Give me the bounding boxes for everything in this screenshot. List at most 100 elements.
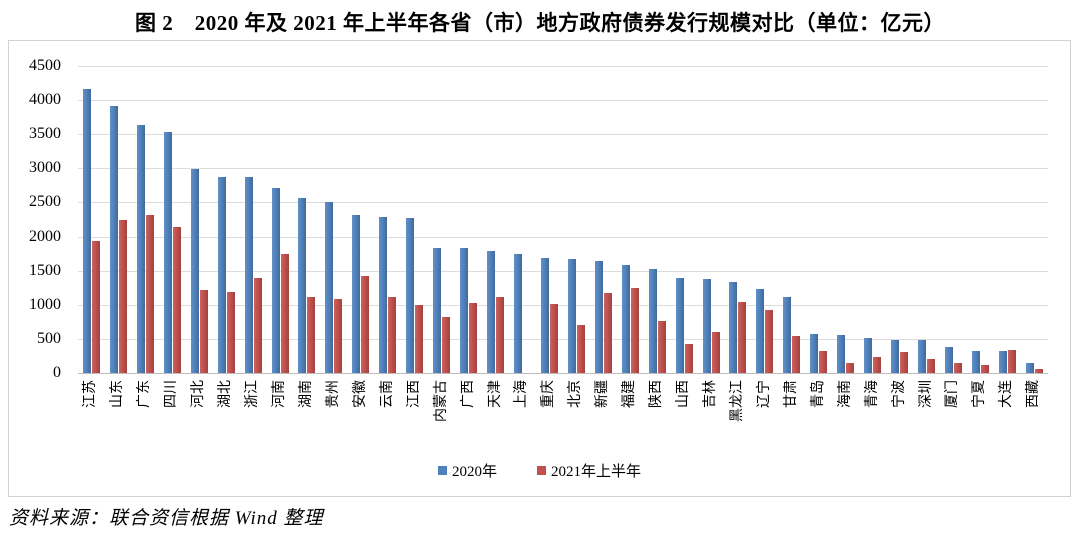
bar-2020 <box>244 177 253 373</box>
legend-item-2020: 2020年 <box>437 460 497 481</box>
bar-2020 <box>487 250 496 373</box>
gridline <box>78 338 1048 340</box>
category-group <box>832 66 859 373</box>
bar-2020 <box>190 169 199 373</box>
bar-2020 <box>675 277 684 373</box>
x-axis-label-cell: 广西 <box>455 377 482 461</box>
x-axis-label-cell: 山西 <box>671 377 698 461</box>
x-axis: 江苏 山东 广东 四川 河北 湖北 浙江 河南 湖南 贵州 安徽 云南 江西 内蒙古 广西 天津 上海 重庆 北京新… <box>78 377 1048 461</box>
bar-2021-h1 <box>792 335 801 373</box>
x-axis-label-cell: 西藏 <box>1021 377 1048 461</box>
category-group <box>105 66 132 373</box>
x-axis-label-cell: 北京 <box>563 377 590 461</box>
bar-2021-h1 <box>118 219 127 373</box>
bar-2021-h1 <box>927 359 936 373</box>
category-group <box>590 66 617 373</box>
x-axis-label-cell: 甘肃 <box>778 377 805 461</box>
bar-2020 <box>837 334 846 373</box>
bar-2021-h1 <box>334 298 343 373</box>
category-group <box>778 66 805 373</box>
category-group <box>159 66 186 373</box>
x-axis-label-cell: 宁波 <box>886 377 913 461</box>
bar-2021-h1 <box>576 325 585 373</box>
x-axis-label: 天津 <box>487 380 503 408</box>
bar-2020 <box>998 351 1007 373</box>
legend-item-2021-h1: 2021年上半年 <box>537 460 641 481</box>
x-axis-label: 深圳 <box>918 380 934 408</box>
x-axis-label: 新疆 <box>595 380 611 408</box>
bar-2020 <box>864 337 873 373</box>
x-axis-label-cell: 安徽 <box>347 377 374 461</box>
x-axis-label: 云南 <box>379 380 395 408</box>
category-group <box>509 66 536 373</box>
category-group <box>132 66 159 373</box>
x-axis-label: 西藏 <box>1026 380 1042 408</box>
gridline <box>78 304 1048 306</box>
category-group <box>940 66 967 373</box>
gridline <box>78 168 1048 170</box>
x-axis-label: 海南 <box>837 380 853 408</box>
x-axis-label-cell: 厦门 <box>940 377 967 461</box>
category-group <box>698 66 725 373</box>
y-axis-tick-label: 3000 <box>29 159 61 177</box>
category-group <box>482 66 509 373</box>
bar-2021-h1 <box>388 296 397 373</box>
bar-2020 <box>109 105 118 373</box>
x-axis-label: 甘肃 <box>783 380 799 408</box>
category-group <box>1021 66 1048 373</box>
bar-2021-h1 <box>603 292 612 373</box>
category-group <box>320 66 347 373</box>
x-axis-label-cell: 大连 <box>994 377 1021 461</box>
bar-2020 <box>460 248 469 373</box>
x-axis-label-cell: 山东 <box>105 377 132 461</box>
x-axis-label-cell: 黑龙江 <box>725 377 752 461</box>
bar-2021-h1 <box>361 276 370 373</box>
bar-2020 <box>702 278 711 373</box>
bar-2021-h1 <box>496 296 505 373</box>
bar-2021-h1 <box>226 291 235 373</box>
x-axis-label: 北京 <box>568 380 584 408</box>
x-axis-label: 宁波 <box>891 380 907 408</box>
legend-swatch-2021-h1 <box>537 466 546 475</box>
y-axis-tick-label: 1000 <box>29 295 61 313</box>
bar-2020 <box>298 198 307 373</box>
y-axis-tick-label: 2000 <box>29 227 61 245</box>
plot-area <box>78 66 1048 374</box>
bar-2021-h1 <box>900 351 909 373</box>
category-group <box>563 66 590 373</box>
x-axis-label-cell: 浙江 <box>240 377 267 461</box>
bar-2020 <box>136 125 145 373</box>
bar-2020 <box>217 176 226 373</box>
x-axis-label-cell: 湖北 <box>213 377 240 461</box>
category-group <box>805 66 832 373</box>
x-axis-label: 河南 <box>272 380 288 408</box>
bar-2020 <box>729 281 738 373</box>
x-axis-label-cell: 陕西 <box>644 377 671 461</box>
x-axis-label-cell: 河北 <box>186 377 213 461</box>
category-group <box>886 66 913 373</box>
y-axis-tick-label: 1500 <box>29 261 61 279</box>
source-note: 资料来源：联合资信根据 Wind 整理 <box>9 508 324 529</box>
x-axis-label: 重庆 <box>541 380 557 408</box>
x-axis-label-cell: 贵州 <box>320 377 347 461</box>
x-axis-label: 辽宁 <box>756 380 772 408</box>
x-axis-label-cell: 福建 <box>617 377 644 461</box>
x-axis-label: 厦门 <box>945 380 961 408</box>
bar-2020 <box>621 264 630 373</box>
x-axis-label-cell: 河南 <box>267 377 294 461</box>
x-axis-label-cell: 江苏 <box>78 377 105 461</box>
bar-2020 <box>406 217 415 373</box>
x-axis-label: 四川 <box>164 380 180 408</box>
category-group <box>671 66 698 373</box>
category-group <box>913 66 940 373</box>
x-axis-label-cell: 青海 <box>859 377 886 461</box>
bar-2020 <box>594 261 603 373</box>
x-axis-label: 广西 <box>460 380 476 408</box>
x-axis-label-cell: 吉林 <box>698 377 725 461</box>
legend-label-2020: 2020年 <box>451 464 497 480</box>
category-group <box>240 66 267 373</box>
category-group <box>859 66 886 373</box>
x-axis-label: 浙江 <box>245 380 261 408</box>
gridline <box>78 270 1048 272</box>
x-axis-label: 山西 <box>676 380 692 408</box>
